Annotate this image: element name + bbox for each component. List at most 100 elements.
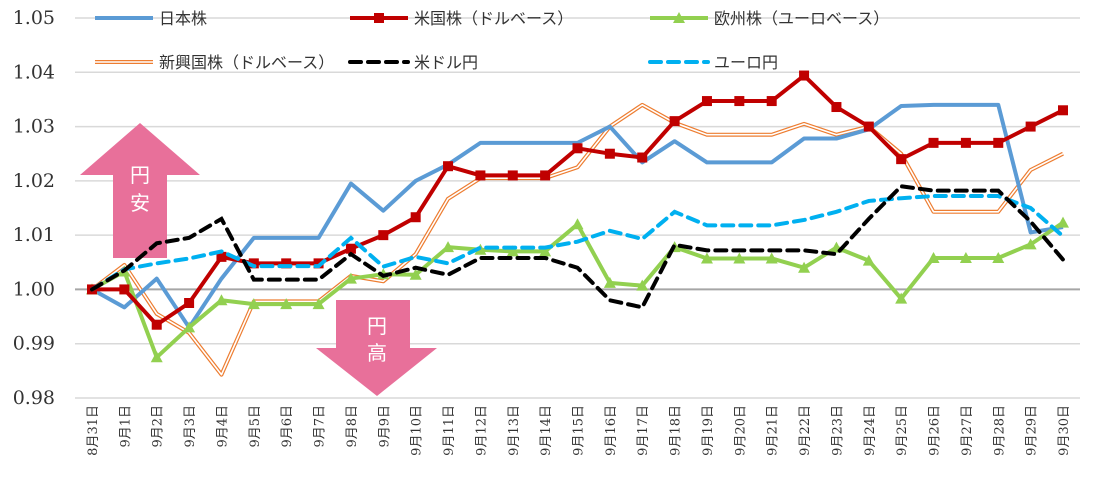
y-tick-label: 0.98 [13, 387, 55, 409]
x-tick-label: 9月11日 [442, 405, 457, 456]
data-point [540, 170, 551, 181]
data-point [280, 298, 293, 310]
data-point [895, 292, 908, 304]
data-point [506, 245, 519, 257]
data-point [475, 170, 486, 181]
series-line [91, 102, 1064, 330]
down-arrow-icon [316, 300, 437, 396]
legend-label: 新興国株（ドルベース） [159, 53, 334, 72]
data-point [248, 258, 259, 269]
data-point [700, 252, 713, 264]
y-tick-label: 0.99 [13, 333, 55, 355]
data-point [637, 152, 648, 163]
data-point [281, 258, 292, 269]
series-1 [87, 70, 1068, 330]
data-point [863, 121, 874, 132]
legend-marker [374, 13, 384, 23]
data-point [216, 251, 227, 262]
data-point [1024, 238, 1037, 250]
y-tick-label: 1.03 [13, 116, 55, 138]
x-tick-label: 9月29日 [1025, 405, 1040, 456]
x-tick-label: 9月10日 [410, 405, 425, 456]
legend-item: ユーロ円 [648, 53, 778, 72]
legend-item: 日本株 [95, 9, 207, 28]
legend-item: 新興国株（ドルベース） [95, 53, 334, 72]
legend-item: 欧州株（ユーロベース） [650, 9, 889, 28]
x-tick-label: 9月23日 [830, 405, 845, 456]
x-tick-label: 9月7日 [313, 405, 328, 448]
x-tick-label: 9月20日 [733, 405, 748, 456]
x-tick-label: 9月14日 [539, 405, 554, 456]
data-point [184, 298, 195, 308]
x-tick-label: 9月17日 [636, 405, 651, 456]
x-tick-label: 9月26日 [928, 405, 943, 456]
data-point [862, 254, 875, 266]
data-point [313, 258, 324, 269]
data-point [960, 137, 971, 148]
data-point [1058, 105, 1068, 116]
yen-strong-arrow: 円 高 [316, 300, 437, 396]
y-tick-label: 1.01 [13, 224, 55, 246]
data-point [378, 230, 389, 241]
legend-label: ユーロ円 [714, 53, 778, 72]
yen-weak-label-2: 安 [130, 191, 150, 215]
data-point [831, 102, 842, 113]
data-point [119, 284, 130, 295]
data-point [442, 241, 455, 253]
up-arrow-icon [80, 123, 200, 258]
data-point [959, 251, 972, 263]
data-point [636, 279, 649, 291]
data-point [992, 251, 1005, 263]
yen-strong-label-1: 円 [367, 314, 387, 338]
legend-item: 米国株（ドルベース） [350, 9, 573, 28]
legend-label: 米ドル円 [414, 53, 478, 72]
data-point [765, 252, 778, 264]
x-tick-label: 9月5日 [248, 405, 263, 448]
data-point [443, 161, 454, 172]
data-point [733, 252, 746, 264]
data-point [247, 298, 260, 310]
series-lines [86, 70, 1069, 377]
series-line [90, 184, 1065, 310]
data-point [410, 212, 421, 223]
x-tick-label: 9月12日 [474, 405, 489, 456]
x-tick-label: 9月16日 [604, 405, 619, 456]
x-tick-label: 9月1日 [118, 405, 133, 448]
data-point [993, 137, 1004, 148]
x-tick-label: 9月4日 [215, 405, 230, 448]
y-tick-label: 1.05 [13, 7, 55, 29]
y-tick-label: 1.00 [13, 278, 55, 300]
data-point [1025, 121, 1036, 132]
x-tick-label: 9月15日 [572, 405, 587, 456]
legend-marker [673, 12, 685, 23]
grid-lines [75, 17, 1080, 399]
x-tick-label: 9月19日 [701, 405, 716, 456]
data-point [669, 116, 680, 127]
data-point [896, 154, 907, 165]
x-tick-label: 9月2日 [151, 405, 166, 448]
series-4 [90, 184, 1065, 310]
legend-item: 米ドル円 [348, 53, 478, 72]
y-tick-label: 1.04 [13, 61, 55, 83]
legend: 日本株 米国株（ドルベース） 欧州株（ユーロベース） 新興国株（ドルベース） 米ドル円 ユ… [95, 9, 889, 72]
x-tick-label: 9月28日 [992, 405, 1007, 456]
legend-label: 欧州株（ユーロベース） [714, 9, 889, 28]
data-point [539, 245, 552, 257]
x-tick-label: 9月6日 [280, 405, 295, 448]
yen-strong-label-2: 高 [367, 341, 387, 365]
data-point [312, 298, 325, 310]
x-tick-label: 9月24日 [863, 405, 878, 456]
y-tick-label: 1.02 [13, 170, 55, 192]
x-tick-label: 9月13日 [507, 405, 522, 456]
x-tick-label: 9月30日 [1057, 405, 1072, 456]
x-tick-label: 9月27日 [960, 405, 975, 456]
data-point [927, 251, 940, 263]
legend-label: 日本株 [159, 9, 207, 28]
data-point [183, 321, 196, 333]
x-tick-label: 9月25日 [895, 405, 910, 456]
data-point [344, 272, 357, 284]
series-line [92, 73, 1064, 327]
data-point [151, 319, 162, 330]
data-point [572, 143, 583, 154]
y-axis-ticks: 0.98 0.99 1.00 1.01 1.02 1.03 1.04 1.05 [13, 7, 55, 409]
